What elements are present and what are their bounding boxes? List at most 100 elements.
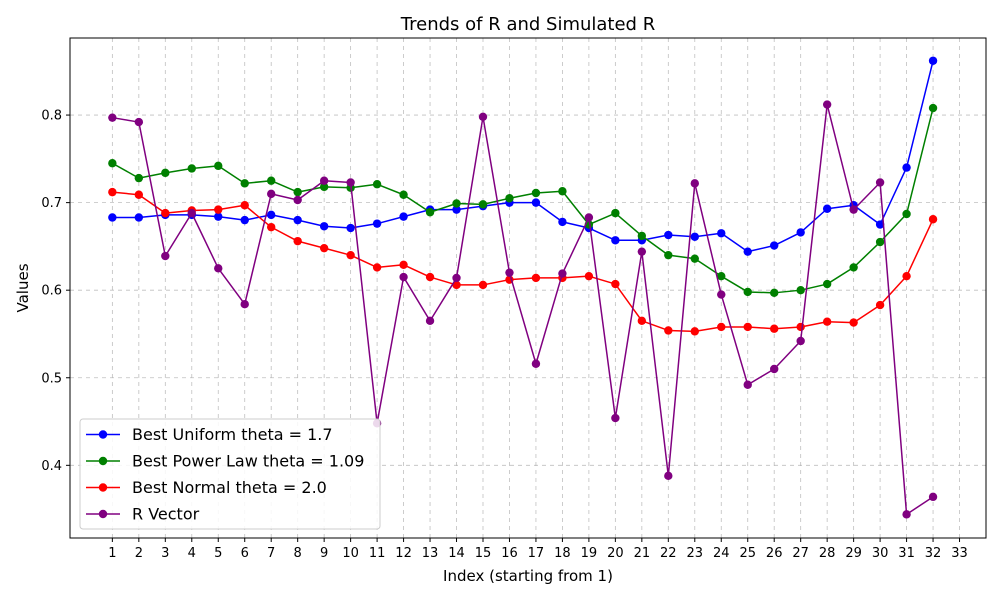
x-tick-label: 28 xyxy=(819,546,836,561)
data-point xyxy=(796,336,805,346)
x-tick-label: 25 xyxy=(739,546,756,561)
data-point xyxy=(214,161,223,171)
data-point xyxy=(770,324,779,333)
data-point xyxy=(267,222,276,232)
data-point xyxy=(690,327,699,336)
y-axis-title: Values xyxy=(14,263,32,312)
y-tick-label: 0.5 xyxy=(41,371,62,386)
x-tick-label: 15 xyxy=(475,546,492,561)
legend-label: Best Uniform theta = 1.7 xyxy=(132,425,333,444)
x-tick-label: 30 xyxy=(872,546,889,561)
data-point xyxy=(214,205,223,214)
data-point xyxy=(478,112,488,122)
x-axis-title: Index (starting from 1) xyxy=(443,567,613,585)
data-point xyxy=(240,215,249,225)
data-point xyxy=(346,250,355,260)
data-point xyxy=(928,103,938,113)
x-tick-label: 23 xyxy=(687,546,704,561)
data-point xyxy=(875,300,885,310)
y-tick-label: 0.7 xyxy=(41,196,62,211)
x-tick-label: 17 xyxy=(528,546,545,561)
data-point xyxy=(875,220,885,229)
data-point xyxy=(664,471,673,481)
data-point xyxy=(902,209,911,219)
data-point xyxy=(717,271,726,281)
x-tick-label: 18 xyxy=(554,546,571,561)
data-point xyxy=(770,364,779,374)
x-tick-label: 6 xyxy=(241,546,249,561)
y-axis-ticks: 0.4 0.5 0.6 0.7 0.8 xyxy=(41,109,70,474)
data-point xyxy=(558,187,567,196)
legend: Best Uniform theta = 1.7 Best Power Law t… xyxy=(79,418,381,530)
data-point xyxy=(134,173,144,183)
data-point xyxy=(558,217,567,227)
x-tick-label: 22 xyxy=(660,546,677,561)
data-point xyxy=(161,208,170,218)
data-point xyxy=(319,222,329,231)
data-point xyxy=(372,263,382,272)
data-point xyxy=(743,380,752,389)
data-point xyxy=(267,176,276,185)
data-point xyxy=(770,288,779,298)
data-point xyxy=(452,199,461,208)
x-axis-ticks: 1 2 3 4 5 6 7 8 9 10 11 12 13 14 15 16 17 18 19 20 21 22 23 24 2… xyxy=(108,538,968,561)
data-point xyxy=(161,168,170,178)
data-point xyxy=(161,251,170,261)
legend-marker xyxy=(98,509,108,519)
data-point xyxy=(796,228,805,237)
data-point xyxy=(822,317,832,326)
data-point xyxy=(399,260,408,269)
data-point xyxy=(717,229,726,238)
data-point xyxy=(928,56,938,65)
data-point xyxy=(611,413,620,423)
data-point xyxy=(478,280,488,290)
data-point xyxy=(743,287,752,297)
data-point xyxy=(637,316,647,326)
series-line xyxy=(112,191,934,333)
data-point xyxy=(822,204,832,213)
data-point xyxy=(770,241,779,250)
legend-label: Best Power Law theta = 1.09 xyxy=(132,452,364,471)
y-tick-label: 0.4 xyxy=(41,459,62,474)
data-point xyxy=(293,215,302,225)
legend-box xyxy=(79,418,381,530)
x-tick-label: 24 xyxy=(713,546,730,561)
data-point xyxy=(690,254,699,263)
legend-item: Best Power Law theta = 1.09 xyxy=(86,452,364,471)
data-point xyxy=(584,213,594,222)
data-point xyxy=(743,247,752,256)
x-tick-label: 16 xyxy=(501,546,518,561)
data-point xyxy=(452,273,461,283)
data-point xyxy=(187,164,196,173)
data-point xyxy=(319,182,329,192)
data-point xyxy=(372,219,382,228)
legend-item: Best Uniform theta = 1.7 xyxy=(86,425,333,444)
data-point xyxy=(928,215,938,224)
series-line xyxy=(112,103,934,516)
data-point xyxy=(108,159,117,168)
data-point xyxy=(928,492,938,502)
y-tick-label: 0.8 xyxy=(41,109,62,124)
x-tick-label: 33 xyxy=(951,546,968,561)
data-point xyxy=(717,322,726,332)
data-point xyxy=(452,280,461,290)
data-point xyxy=(796,322,805,332)
series-3 xyxy=(108,187,938,336)
x-tick-label: 20 xyxy=(607,546,624,561)
data-point xyxy=(240,299,249,309)
legend-marker xyxy=(98,430,108,439)
data-point xyxy=(425,208,435,217)
data-point xyxy=(637,247,647,256)
series-layer xyxy=(108,56,938,519)
data-point xyxy=(293,195,302,205)
legend-item: Best Normal theta = 2.0 xyxy=(86,478,327,497)
data-point xyxy=(584,271,594,281)
data-point xyxy=(134,213,144,222)
series-line xyxy=(112,60,934,253)
data-point xyxy=(849,318,858,327)
data-point xyxy=(214,212,223,221)
data-point xyxy=(399,212,408,221)
data-point xyxy=(108,213,117,222)
legend-item: R Vector xyxy=(86,505,200,524)
